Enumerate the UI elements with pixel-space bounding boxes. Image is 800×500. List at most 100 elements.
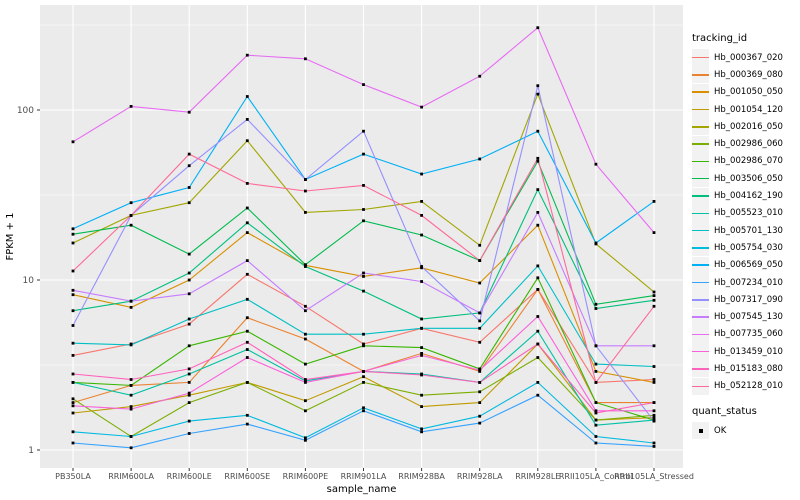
data-point-marker — [129, 201, 133, 205]
legend-label: Hb_007545_130 — [714, 312, 783, 323]
x-tick-label: RRIM600PE — [283, 472, 329, 481]
series-color-swatch-icon — [692, 108, 709, 111]
series-color-swatch-icon — [692, 74, 709, 76]
data-point-marker — [71, 381, 75, 384]
legend-item-quant-ok: OK — [692, 422, 798, 440]
series-color-swatch-icon — [692, 126, 709, 128]
data-point-marker — [187, 367, 191, 371]
data-point-marker — [187, 391, 191, 395]
data-point-marker — [652, 419, 656, 423]
data-point-marker — [478, 319, 482, 323]
data-point-marker — [420, 393, 423, 397]
legend-label: Hb_001054_120 — [714, 104, 783, 115]
legend-key — [692, 377, 709, 395]
y-axis-title: FPKM + 1 — [5, 212, 16, 260]
x-tick-label: RRIM600LE — [167, 472, 212, 481]
data-point-marker — [594, 370, 598, 373]
data-point-marker — [245, 340, 249, 344]
data-point-marker — [478, 311, 482, 315]
data-point-marker — [245, 221, 249, 225]
data-point-marker — [536, 211, 540, 214]
data-point-marker — [362, 381, 365, 384]
data-point-marker — [536, 329, 540, 333]
data-point-marker — [420, 373, 423, 377]
x-axis-title: sample_name — [327, 484, 397, 495]
data-point-marker — [245, 206, 249, 210]
legend-item-Hb_000369_080: Hb_000369_080 — [692, 66, 798, 84]
data-point-marker — [129, 343, 133, 347]
data-point-marker — [478, 259, 482, 262]
data-point-marker — [187, 393, 191, 397]
legend-item-Hb_002986_060: Hb_002986_060 — [692, 135, 798, 153]
legend-item-Hb_015183_080: Hb_015183_080 — [692, 360, 798, 378]
data-point-marker — [304, 178, 307, 181]
legend-item-Hb_007735_060: Hb_007735_060 — [692, 325, 798, 343]
legend-label: Hb_005701_130 — [714, 225, 783, 236]
data-point-marker — [536, 356, 540, 359]
data-point-marker — [652, 413, 656, 417]
legend-item-Hb_005701_130: Hb_005701_130 — [692, 222, 798, 240]
data-point-marker — [420, 352, 423, 355]
data-point-marker — [71, 401, 75, 404]
data-point-marker — [304, 337, 307, 341]
data-point-marker — [652, 298, 656, 302]
data-point-marker — [71, 354, 75, 357]
data-point-marker — [129, 393, 133, 397]
legend-label: Hb_003506_050 — [714, 173, 783, 184]
data-point-marker — [362, 271, 365, 275]
data-point-marker — [304, 399, 307, 403]
data-point-marker — [71, 397, 75, 401]
data-point-marker — [594, 344, 598, 348]
data-point-marker — [187, 164, 191, 168]
legend-item-Hb_007545_130: Hb_007545_130 — [692, 308, 798, 326]
data-point-marker — [420, 214, 423, 217]
legend-label: Hb_007317_090 — [714, 294, 783, 305]
x-tick-label: RRII105LA_Stressed — [614, 472, 694, 481]
data-point-marker — [71, 269, 75, 273]
data-point-marker — [536, 393, 540, 397]
data-point-marker — [245, 316, 249, 320]
data-point-marker — [245, 297, 249, 301]
data-point-marker — [594, 435, 598, 438]
data-point-marker — [478, 157, 482, 161]
data-point-marker — [129, 446, 133, 450]
data-point-marker — [71, 341, 75, 345]
data-point-marker — [362, 332, 365, 336]
data-point-marker — [536, 92, 540, 96]
data-point-marker — [478, 390, 482, 394]
data-point-marker — [129, 378, 133, 381]
data-point-marker — [478, 340, 482, 344]
data-point-marker — [362, 342, 365, 346]
legend-item-Hb_002016_050: Hb_002016_050 — [692, 118, 798, 136]
data-point-marker — [187, 432, 191, 435]
data-point-marker — [478, 281, 482, 285]
series-color-swatch-icon — [692, 56, 709, 59]
legend-item-Hb_002986_070: Hb_002986_070 — [692, 152, 798, 170]
data-point-marker — [652, 416, 656, 419]
data-point-marker — [187, 419, 191, 423]
legend-label: Hb_052128_010 — [714, 381, 783, 392]
data-point-marker — [187, 152, 191, 156]
data-point-marker — [187, 271, 191, 275]
data-point-marker — [187, 292, 191, 296]
data-point-marker — [478, 326, 482, 330]
data-point-marker — [304, 378, 307, 381]
legend-label: Hb_013459_010 — [714, 346, 783, 357]
data-point-marker — [652, 200, 656, 203]
data-point-marker — [362, 370, 365, 373]
legend-key — [692, 170, 709, 188]
data-point-marker — [594, 241, 598, 245]
legend-label: OK — [714, 425, 727, 436]
data-point-marker — [594, 418, 598, 422]
data-point-marker — [187, 252, 191, 256]
data-point-marker — [304, 304, 307, 308]
legend-key — [692, 325, 709, 343]
data-point-marker — [652, 344, 656, 348]
data-point-marker — [362, 152, 365, 156]
y-tick-label: 100 — [17, 106, 34, 116]
data-point-marker — [420, 200, 423, 203]
data-point-marker — [652, 381, 656, 384]
data-point-marker — [245, 139, 249, 143]
series-color-swatch-icon — [692, 350, 709, 353]
